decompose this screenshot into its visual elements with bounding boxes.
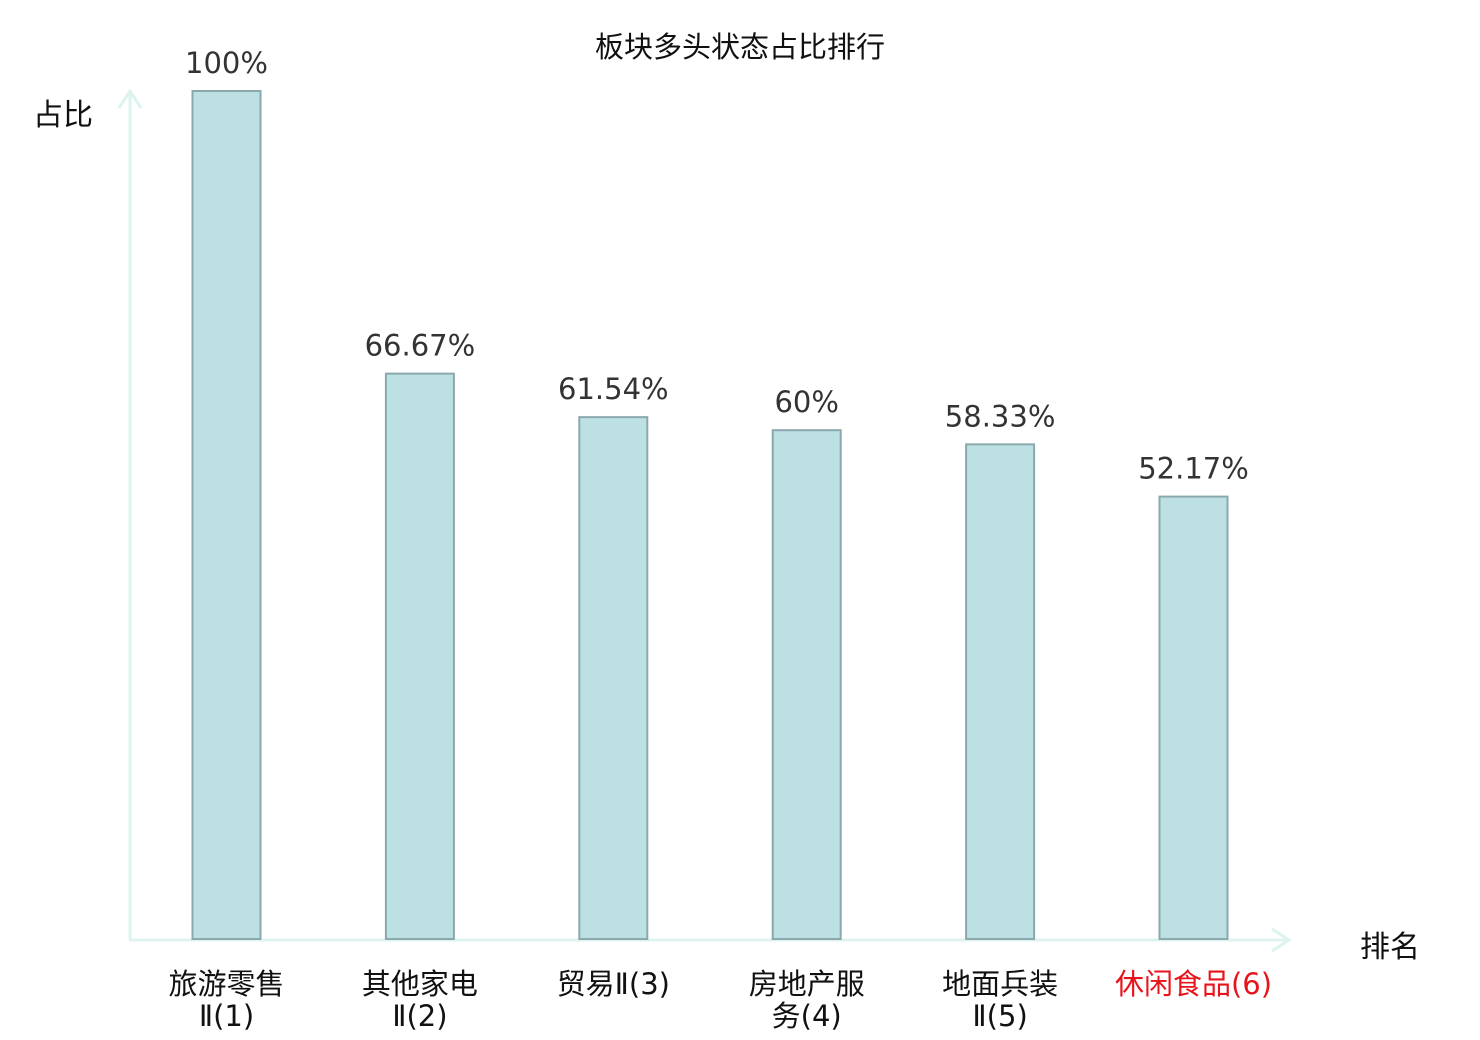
bars (191, 90, 1229, 940)
category-label: Ⅱ(2) (392, 999, 447, 1033)
category-label: Ⅱ(5) (972, 999, 1027, 1033)
x-axis-label: 排名 (1360, 930, 1420, 965)
y-axis-label: 占比 (33, 98, 93, 133)
chart-title: 板块多头状态占比排行 (594, 30, 885, 64)
bar-value-label: 100% (185, 46, 268, 80)
category-label: 贸易Ⅱ(3) (557, 967, 670, 1001)
bar-value-label: 60% (774, 385, 838, 419)
value-labels: 100% 66.67% 61.54% 60% 58.33% 52.17% (185, 46, 1249, 486)
axes (117, 88, 1292, 953)
bar (771, 429, 842, 940)
bar (384, 372, 455, 940)
category-label: 务(4) (772, 999, 842, 1033)
bar-value-label: 66.67% (365, 329, 476, 363)
category-label: 旅游零售 (168, 967, 284, 1001)
bar (191, 90, 262, 940)
category-label: 其他家电 (362, 967, 478, 1001)
category-label: 休闲食品(6) (1115, 967, 1272, 1001)
bar (1158, 495, 1229, 940)
bar (965, 443, 1036, 940)
bar-value-label: 52.17% (1138, 452, 1249, 486)
bar-value-label: 61.54% (558, 372, 669, 406)
category-label: 地面兵装 (942, 967, 1058, 1001)
bar-value-label: 58.33% (945, 399, 1056, 433)
bar (578, 416, 649, 940)
x-axis-arrow (1271, 927, 1292, 953)
y-axis-arrow (117, 88, 143, 109)
category-label: Ⅱ(1) (199, 999, 254, 1033)
category-label: 房地产服 (749, 967, 865, 1001)
